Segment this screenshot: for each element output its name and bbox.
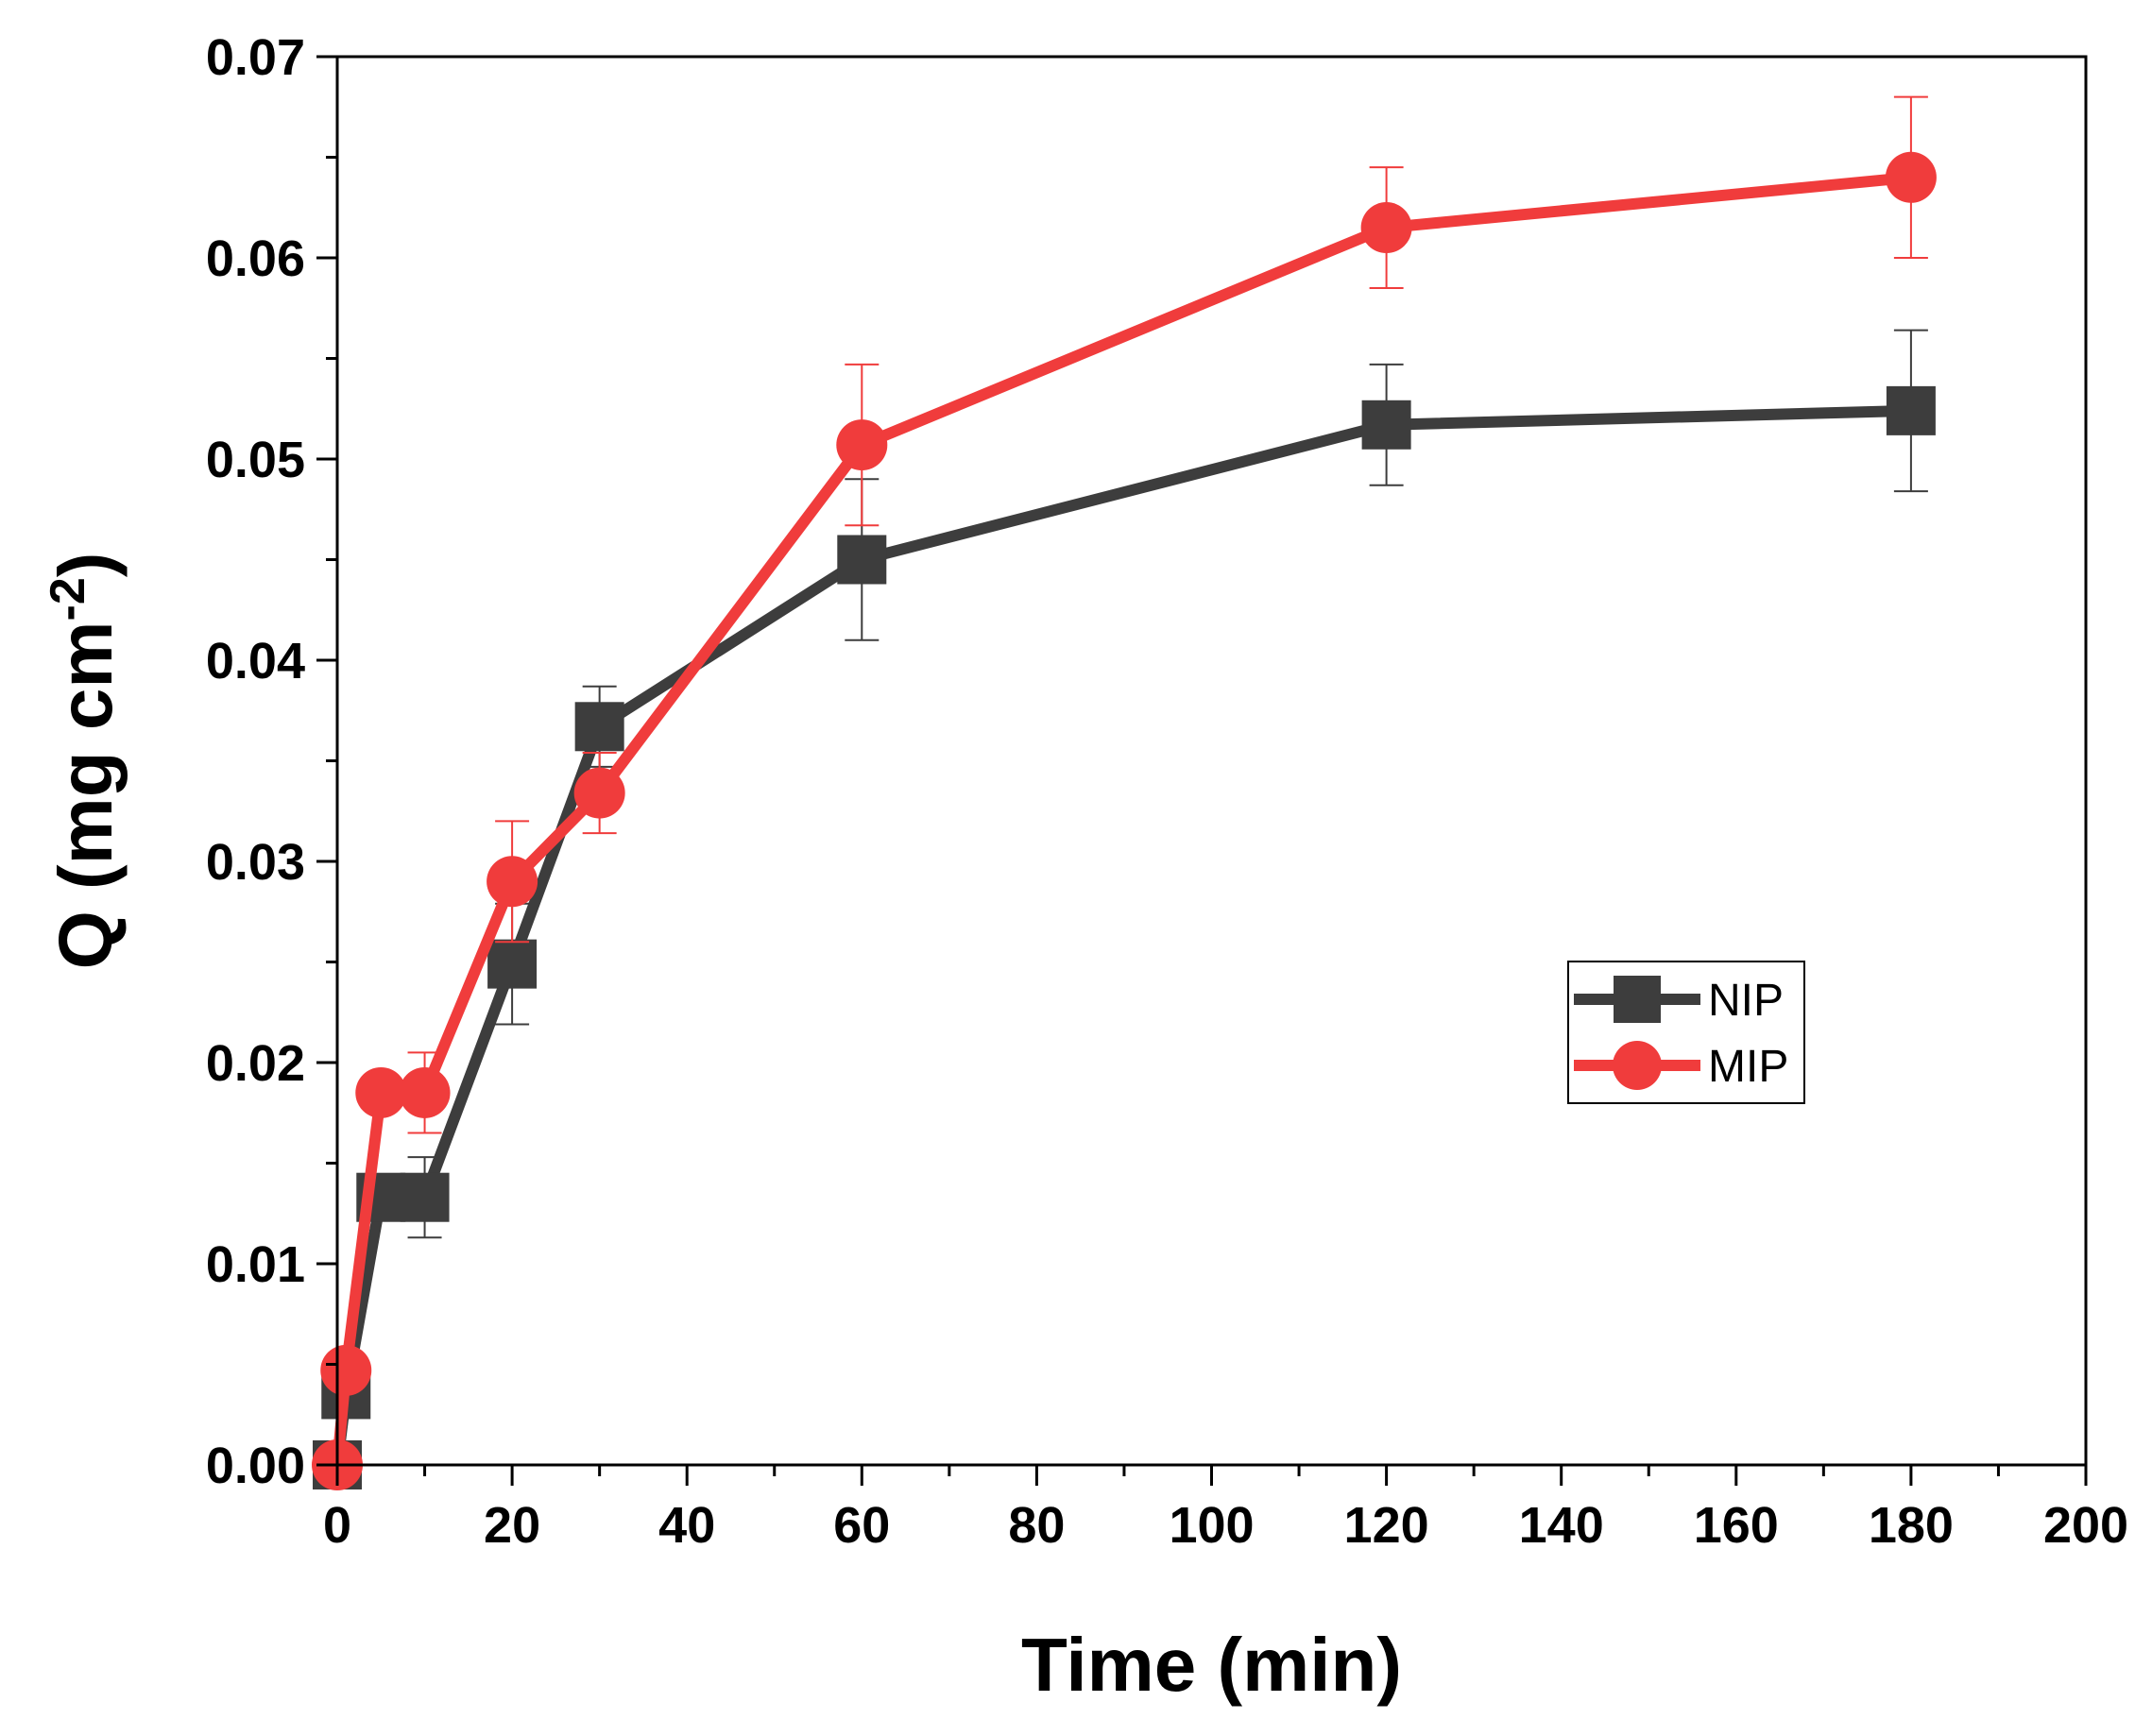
y-tick-label: 0.02 xyxy=(206,1035,305,1092)
y-tick-label: 0.03 xyxy=(206,834,305,891)
axis-ticks xyxy=(316,55,2088,1486)
x-tick-label: 160 xyxy=(1694,1497,1779,1554)
x-tick-label: 180 xyxy=(1869,1497,1954,1554)
y-axis-title-superscript: -2 xyxy=(41,577,95,621)
legend-marker xyxy=(1613,1041,1662,1090)
x-tick-label: 100 xyxy=(1169,1497,1254,1554)
x-tick-label: 200 xyxy=(2043,1497,2128,1554)
x-tick-label: 140 xyxy=(1519,1497,1604,1554)
y-tick-label: 0.04 xyxy=(206,633,305,689)
x-axis-title: Time (min) xyxy=(1021,1623,1402,1707)
data-point xyxy=(574,702,624,752)
y-tick-label: 0.00 xyxy=(206,1438,305,1494)
x-tick-label: 60 xyxy=(833,1497,890,1554)
legend-box xyxy=(1567,961,1805,1104)
x-tick-label: 120 xyxy=(1344,1497,1429,1554)
legend-label: NIP xyxy=(1708,976,1784,1026)
y-tick-label: 0.07 xyxy=(206,29,305,86)
x-tick-labels: 0 20 40 60 80 100 120 140 160 180 200 xyxy=(323,1497,2128,1554)
y-axis-title-main: Q (mg cm xyxy=(43,621,128,969)
x-tick-label: 0 xyxy=(323,1497,351,1554)
y-tick-label: 0.05 xyxy=(206,432,305,488)
data-point xyxy=(836,419,888,471)
data-point xyxy=(400,1172,450,1222)
y-tick-labels: 0.00 0.01 0.02 0.03 0.04 0.05 0.06 0.07 xyxy=(206,29,305,1494)
data-point xyxy=(487,856,538,908)
data-point xyxy=(487,939,538,989)
series-nip xyxy=(313,329,1936,1489)
plot-marks xyxy=(312,95,1937,1490)
data-point xyxy=(1885,151,1937,203)
legend-label: MIP xyxy=(1708,1042,1788,1092)
legend-marker xyxy=(1614,976,1661,1023)
data-point xyxy=(399,1066,451,1118)
data-point xyxy=(1886,385,1936,435)
y-axis-title-close: ) xyxy=(43,553,128,578)
y-tick-label: 0.06 xyxy=(206,230,305,287)
series-mip xyxy=(312,95,1937,1490)
data-point xyxy=(1361,400,1411,450)
legend-item-mip: MIP xyxy=(1574,1041,1788,1092)
data-point xyxy=(1360,202,1412,254)
data-point xyxy=(355,1066,407,1118)
data-point xyxy=(320,1344,372,1396)
legend-item-nip: NIP xyxy=(1574,976,1784,1026)
legend: NIP MIP xyxy=(1567,961,1805,1104)
x-tick-label: 20 xyxy=(484,1497,540,1554)
x-tick-label: 40 xyxy=(658,1497,715,1554)
y-tick-label: 0.01 xyxy=(206,1236,305,1293)
y-axis-title: Q (mg cm-2) xyxy=(41,553,128,970)
x-tick-label: 80 xyxy=(1008,1497,1065,1554)
data-point xyxy=(837,535,887,585)
data-point xyxy=(573,767,625,819)
